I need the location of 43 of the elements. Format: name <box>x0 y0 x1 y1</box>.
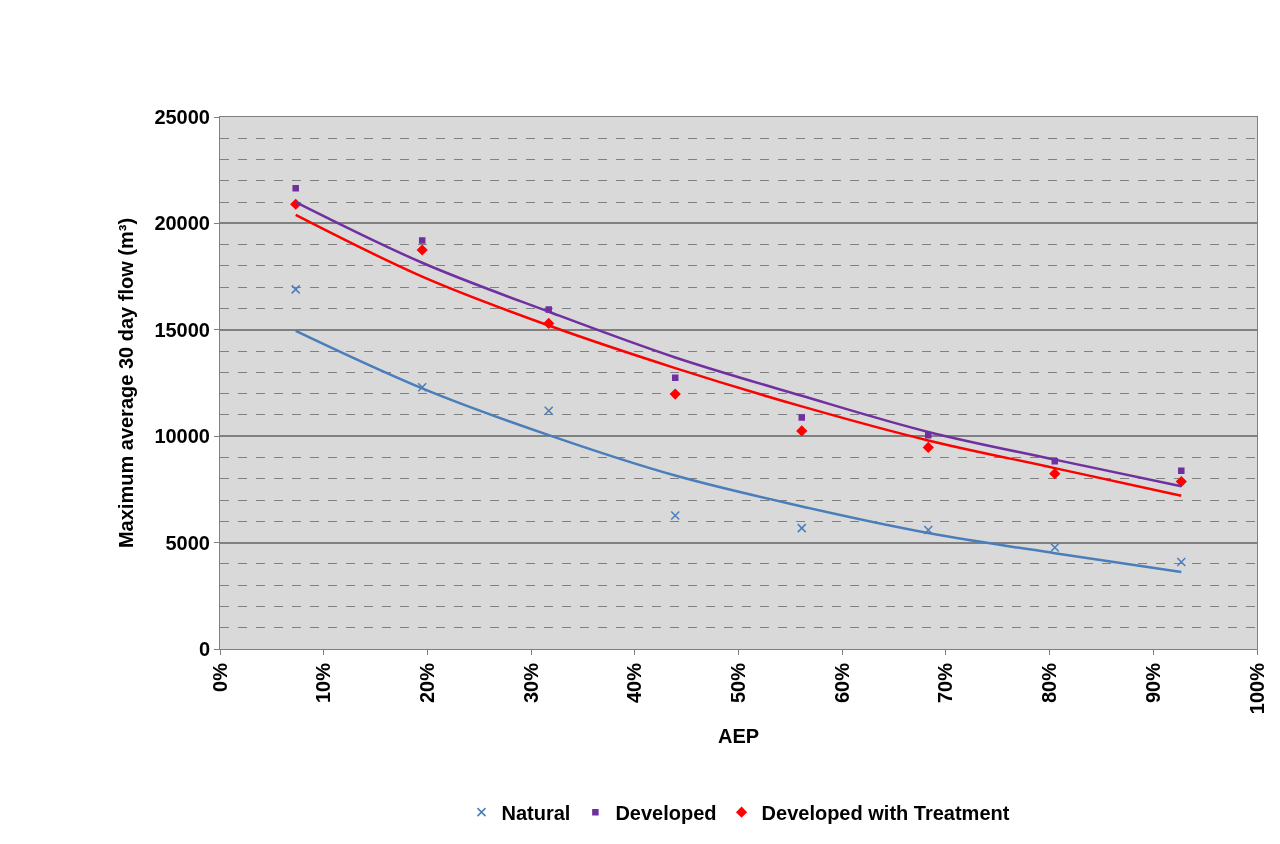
y-tick-label: 25000 <box>154 106 210 128</box>
point <box>671 374 679 381</box>
point <box>670 510 680 521</box>
point <box>290 284 301 295</box>
point <box>925 432 932 439</box>
legend-label: Natural <box>501 801 571 824</box>
point <box>292 185 299 192</box>
x-tick-label: 60% <box>830 662 853 704</box>
y-axis-title: Maximum average 30 day flow (m³) <box>114 217 137 549</box>
x-tick-label: 30% <box>519 662 542 704</box>
legend-label: Developed with Treatment <box>761 801 1010 824</box>
x-tick-label: 50% <box>727 662 749 704</box>
point <box>796 425 808 437</box>
x-tick-label: 0% <box>208 662 231 692</box>
point <box>797 523 807 533</box>
point <box>669 388 681 400</box>
y-tick-label: 5000 <box>165 531 210 554</box>
point <box>1050 542 1060 553</box>
y-tick-label: 0 <box>198 638 210 660</box>
point <box>418 237 426 244</box>
point <box>1176 557 1187 567</box>
point <box>798 414 806 421</box>
point <box>543 405 554 416</box>
point <box>1049 468 1061 479</box>
x-axis-title: AEP <box>717 724 760 747</box>
point <box>923 525 934 535</box>
y-tick-label: 10000 <box>154 425 210 448</box>
x-tick-label: 100% <box>1245 662 1268 715</box>
x-tick-label: 40% <box>623 662 646 704</box>
legend-label: Developed <box>615 801 717 824</box>
point <box>417 382 427 393</box>
x-tick-label: 10% <box>312 662 335 704</box>
point <box>1178 467 1185 474</box>
x-tick-label: 80% <box>1038 662 1061 704</box>
x-tick-label: 70% <box>934 662 957 704</box>
x-tick-label: 90% <box>1141 662 1164 704</box>
point <box>1176 476 1187 487</box>
line-series <box>294 329 1183 574</box>
y-tick-label: 15000 <box>154 318 210 341</box>
y-tick-label: 20000 <box>154 212 210 235</box>
x-tick-label: 20% <box>415 662 438 704</box>
point <box>416 244 428 256</box>
point <box>922 442 934 453</box>
